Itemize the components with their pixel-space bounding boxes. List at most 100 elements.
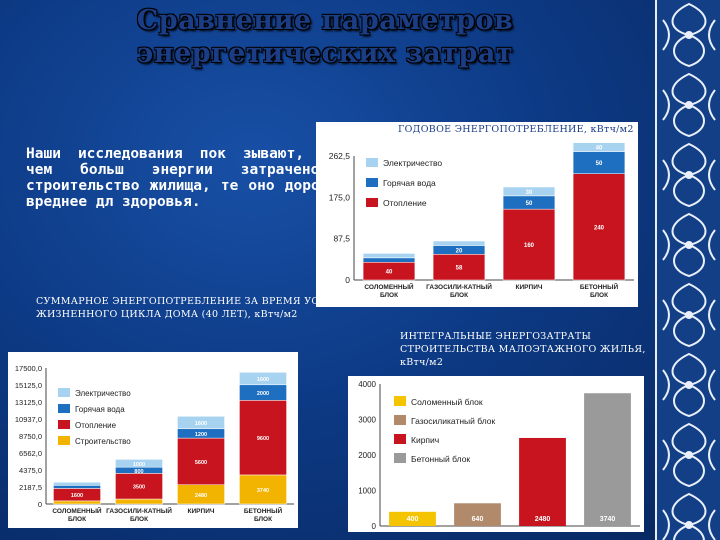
legend-label: Кирпич — [411, 435, 439, 445]
bar-value-label: 30 — [526, 190, 533, 196]
legend-swatch — [366, 178, 378, 187]
y-tick-label: 175,0 — [329, 192, 351, 202]
integral-energy-chart: 4000 3000 2000 1000 0 400 640 2480 3740 Соломенны… — [358, 380, 640, 531]
legend-swatch — [394, 453, 406, 463]
x-category-label: КИРПИЧ — [516, 284, 543, 291]
bar-segment — [572, 173, 626, 281]
bar-value-label: 50 — [526, 201, 533, 207]
annual-chart-panel: 262,5 175,0 87,5 0 40 СОЛОМЕННЫЙ БЛОК 58 20 ГАЗОС… — [316, 122, 638, 307]
x-category-label: БЕТОННЫЙ — [580, 282, 619, 291]
y-tick-label: 10937,0 — [15, 415, 42, 424]
bar-value-label: 20 — [456, 248, 463, 254]
bar-value-label: 240 — [594, 225, 605, 231]
x-category-label: СОЛОМЕННЫЙ — [364, 282, 414, 291]
bar — [519, 437, 566, 526]
bar-value-label: 800 — [134, 469, 143, 475]
legend-swatch — [394, 396, 406, 406]
bar-segment — [177, 437, 225, 485]
bar-segment — [572, 142, 626, 152]
bar — [584, 393, 631, 526]
bar-value-label: 1600 — [257, 377, 269, 383]
bar-segment — [432, 254, 486, 281]
legend-label: Строительство — [75, 437, 131, 446]
y-tick-label: 17500,0 — [15, 364, 42, 373]
bar-value-label: 40 — [386, 270, 393, 276]
ornament-pattern — [657, 0, 720, 540]
x-category-label: БЛОК — [590, 292, 608, 299]
legend-label: Газосиликатный блок — [411, 416, 496, 426]
bar-value-label: 160 — [524, 243, 535, 249]
annual-energy-chart: 262,5175,087,5040СОЛОМЕННЫЙБЛОК5820ГАЗОС… — [329, 142, 634, 299]
legend-label: Бетонный блок — [411, 454, 470, 464]
bar-value-label: 1600 — [195, 421, 207, 427]
legend-label: Горячая вода — [383, 178, 436, 188]
bar-segment — [53, 481, 101, 486]
integral-chart-panel: 4000 3000 2000 1000 0 400 640 2480 3740 Соломенны… — [348, 376, 644, 532]
y-tick-label: 1000 — [358, 487, 376, 496]
x-category-label: БЛОК — [380, 292, 398, 299]
legend-swatch — [58, 404, 70, 413]
legend-label: Электричество — [383, 158, 442, 168]
bar-segment — [432, 240, 486, 246]
bar-segment — [53, 485, 101, 489]
x-category-label: ГАЗОСИЛИ-КАТНЫЙ — [426, 282, 492, 291]
x-category-label: БЕТОННЫЙ — [244, 506, 283, 515]
decorative-ornament-border — [655, 0, 720, 540]
x-category-label: ГАЗОСИЛИ-КАТНЫЙ — [106, 506, 172, 515]
bar-segment — [239, 400, 287, 476]
x-category-label: БЛОК — [450, 292, 468, 299]
bar-value-label: 640 — [472, 516, 484, 523]
x-category-label: БЛОК — [68, 516, 86, 523]
legend-label: Соломенный блок — [411, 397, 483, 407]
y-tick-label: 2000 — [358, 451, 376, 460]
annual-chart-title: ГОДОВОЕ ЭНЕРГОПОТРЕБЛЕНИЕ, кВтч/м2 — [398, 124, 634, 135]
y-tick-label: 8750,0 — [19, 432, 42, 441]
y-tick-label: 13125,0 — [15, 398, 42, 407]
y-tick-label: 2187,5 — [19, 483, 42, 492]
lifecycle-chart-panel: 17500,0 15125,0 13125,0 10937,0 8750,0 6562,0… — [8, 352, 298, 528]
integral-chart-title: ИНТЕГРАЛЬНЫЕ ЭНЕРГОЗАТРАТЫ СТРОИТЕЛЬСТВА… — [400, 331, 646, 368]
x-category-label: КИРПИЧ — [188, 508, 215, 515]
intro-paragraph: Наши исследования пок зывают, что, чем б… — [26, 146, 356, 210]
bar-value-label: 40 — [596, 146, 603, 152]
x-category-label: БЛОК — [130, 516, 148, 523]
legend-swatch — [58, 388, 70, 397]
bar-segment — [362, 253, 416, 259]
bar-value-label: 5600 — [195, 460, 207, 466]
x-category-label: СОЛОМЕННЫЙ — [52, 506, 102, 515]
legend-swatch — [394, 434, 406, 444]
x-category-label: БЛОК — [254, 516, 272, 523]
y-tick-label: 4000 — [358, 380, 376, 389]
lifecycle-chart-title: СУММАРНОЕ ЭНЕРГОПОТРЕБЛЕНИЕ ЗА ВРЕМЯ УСЛ… — [36, 296, 374, 320]
bar-value-label: 1000 — [133, 462, 145, 468]
y-tick-label: 262,5 — [329, 151, 351, 161]
legend-label: Отопление — [383, 198, 427, 208]
legend-swatch — [394, 415, 406, 425]
y-tick-label: 3000 — [358, 416, 376, 425]
bar — [389, 511, 436, 526]
bar-segment — [177, 416, 225, 430]
slide-title: Сравнение параметров энергетических затр… — [136, 5, 514, 69]
y-tick-label: 0 — [345, 275, 350, 285]
bar-value-label: 3500 — [133, 485, 145, 491]
bar-segment — [239, 474, 287, 505]
lifecycle-energy-chart: 17500,0 15125,0 13125,0 10937,0 8750,0 6562,0… — [15, 364, 294, 523]
bar-value-label: 50 — [596, 161, 603, 167]
y-tick-label: 4375,0 — [19, 466, 42, 475]
legend-swatch — [366, 198, 378, 207]
bar-segment — [502, 186, 556, 197]
bar-value-label: 9600 — [257, 436, 269, 442]
bar-value-label: 400 — [407, 516, 419, 523]
bar — [454, 503, 501, 526]
legend-label: Электричество — [75, 389, 131, 398]
legend-swatch — [58, 420, 70, 429]
y-tick-label: 0 — [38, 500, 42, 509]
bar-segment — [53, 500, 101, 505]
bar-segment — [115, 459, 163, 468]
y-tick-label: 15125,0 — [15, 381, 42, 390]
bar-segment — [362, 257, 416, 263]
bar-value-label: 58 — [456, 266, 463, 272]
bar-value-label: 3740 — [257, 488, 269, 494]
legend-swatch — [58, 436, 70, 445]
y-tick-label: 0 — [372, 522, 377, 531]
